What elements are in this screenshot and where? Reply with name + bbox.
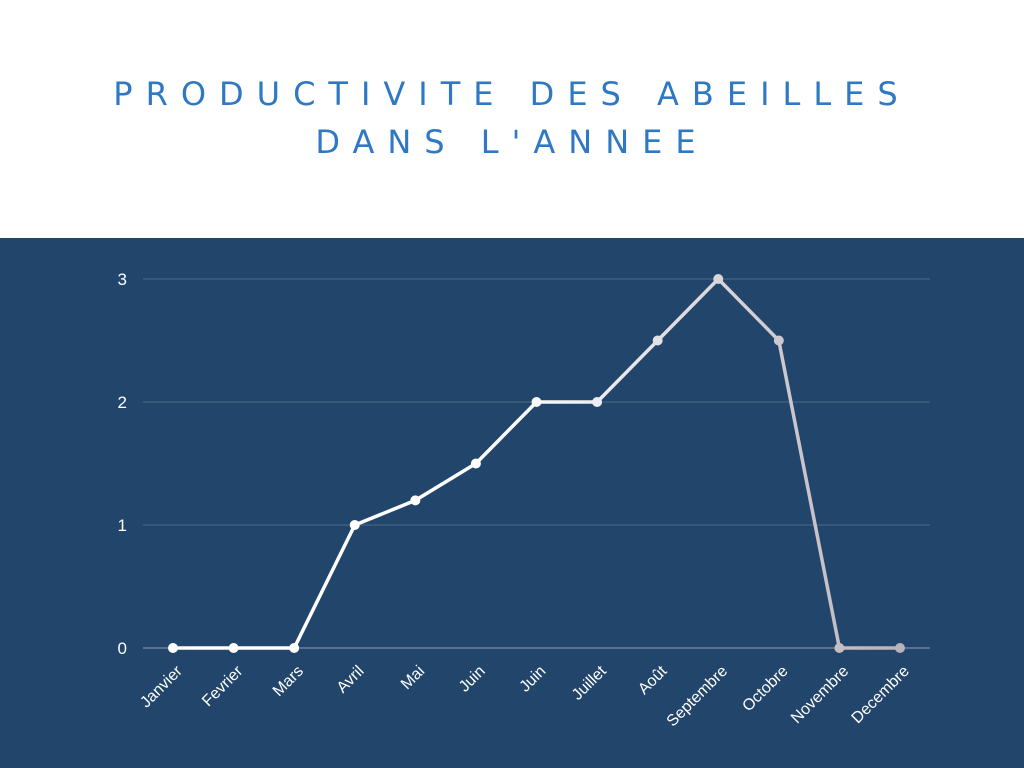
header: PRODUCTIVITE DES ABEILLES DANS L'ANNEE bbox=[0, 0, 1024, 238]
data-point bbox=[531, 397, 542, 407]
x-tick-label: Mars bbox=[270, 663, 307, 700]
y-tick-label: 2 bbox=[118, 393, 127, 412]
data-point bbox=[470, 458, 481, 469]
data-point bbox=[713, 274, 724, 284]
x-tick-label: Juillet bbox=[569, 662, 610, 703]
x-tick-label: Fevrier bbox=[199, 662, 247, 710]
gridlines bbox=[143, 278, 930, 649]
x-tick-label: Juin bbox=[517, 663, 550, 696]
chart-title: PRODUCTIVITE DES ABEILLES DANS L'ANNEE bbox=[0, 70, 1024, 166]
x-tick-label: Janvier bbox=[137, 662, 186, 711]
x-tick-label: Mai bbox=[398, 663, 428, 693]
x-tick-label: Avril bbox=[334, 663, 368, 697]
y-tick-label: 3 bbox=[118, 270, 127, 289]
data-point bbox=[834, 643, 845, 653]
data-point bbox=[773, 335, 784, 346]
data-point bbox=[349, 520, 360, 530]
data-point bbox=[410, 495, 421, 506]
data-point bbox=[652, 335, 663, 346]
chart-title-line-2: DANS L'ANNEE bbox=[315, 123, 709, 161]
data-point bbox=[228, 643, 239, 653]
series-line bbox=[171, 277, 902, 650]
x-tick-label: Septembre bbox=[664, 663, 731, 730]
chart-panel bbox=[0, 238, 1024, 768]
y-tick-label: 1 bbox=[118, 516, 127, 535]
x-tick-label: Decembre bbox=[849, 663, 913, 727]
y-tick-label: 0 bbox=[118, 639, 127, 658]
series-line-group bbox=[171, 277, 902, 650]
x-tick-label: Octobre bbox=[739, 663, 791, 715]
data-points bbox=[168, 274, 905, 653]
data-point bbox=[592, 397, 603, 407]
chart-title-line-1: PRODUCTIVITE DES ABEILLES bbox=[113, 75, 911, 113]
x-axis-ticks: Janvier Fevrier Mars Avril Mai Juin Juin Juille… bbox=[137, 662, 913, 730]
x-tick-label: Novembre bbox=[788, 663, 852, 727]
data-point bbox=[895, 643, 905, 653]
y-axis-ticks: 0 1 2 3 bbox=[118, 270, 127, 658]
x-tick-label: Août bbox=[635, 662, 671, 698]
data-point bbox=[289, 643, 300, 653]
data-point bbox=[168, 643, 178, 653]
x-tick-label: Juin bbox=[456, 663, 489, 696]
